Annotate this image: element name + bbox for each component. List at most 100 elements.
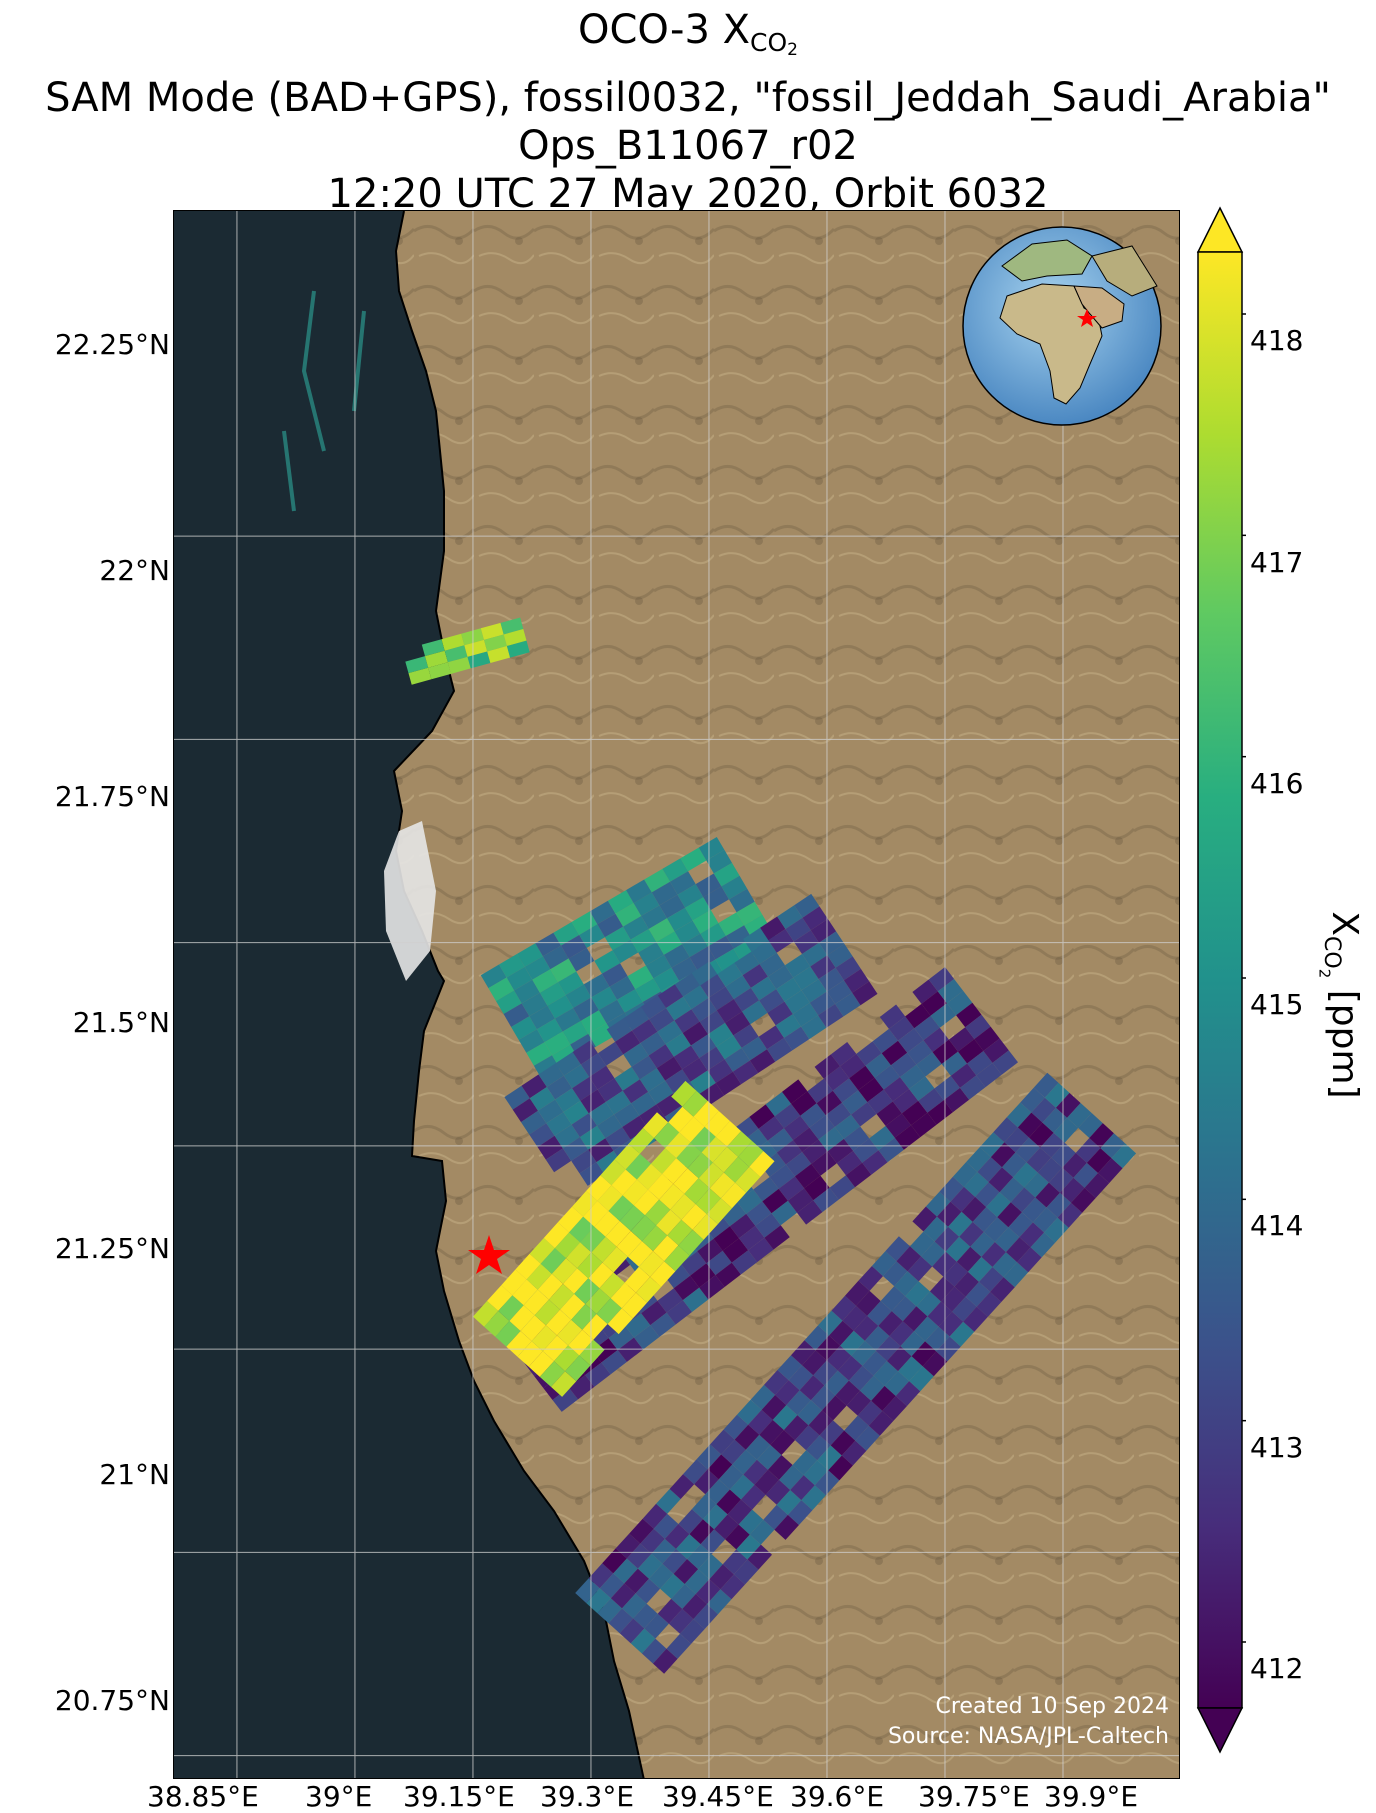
xco2-footprint-cell: [571, 1149, 597, 1174]
xco2-footprint-cell: [687, 1152, 713, 1179]
xco2-footprint-cell: [743, 1459, 768, 1485]
xco2-footprint-cell: [518, 1029, 545, 1053]
xco2-footprint-cell: [1003, 1262, 1029, 1288]
xco2-footprint-cell: [713, 1226, 739, 1251]
reefs: [282, 290, 366, 512]
xco2-footprint-cell: [1037, 1157, 1063, 1183]
xco2-footprint-cell: [616, 1231, 642, 1257]
xco2-footprint-cell: [813, 1187, 839, 1213]
xco2-footprint-cell: [680, 1619, 705, 1644]
colorbar-tick-label: 412: [1250, 1652, 1304, 1685]
xco2-footprint-cell: [1006, 1237, 1031, 1263]
xco2-footprint-cell: [767, 1037, 793, 1062]
xco2-footprint-cell: [597, 1114, 623, 1139]
xco2-footprint-cell: [1089, 1123, 1114, 1149]
xco2-footprint-cell: [653, 1235, 679, 1262]
xco2-footprint-cell: [809, 991, 836, 1016]
xco2-footprint-cell: [1026, 1147, 1052, 1173]
xco2-footprint-cell: [976, 1062, 1002, 1088]
xco2-footprint-cell: [579, 1339, 605, 1366]
xco2-footprint-cell: [640, 995, 667, 1020]
xco2-footprint-cell: [858, 1266, 883, 1291]
xco2-footprint-cell: [981, 1242, 1006, 1267]
xco2-footprint-cell: [674, 972, 701, 997]
xco2-footprint-cell: [896, 1246, 922, 1272]
xco2-footprint-cell: [945, 1236, 971, 1262]
xco2-footprint-cell: [754, 1469, 780, 1495]
xco2-footprint-cell: [873, 1361, 899, 1386]
title-line-4: 12:20 UTC 27 May 2020, Orbit 6032: [327, 171, 1049, 217]
xco2-footprint-cell: [954, 1271, 979, 1297]
xco2-footprint-cell: [517, 1341, 543, 1367]
xco2-footprint-cell: [755, 1213, 781, 1238]
xco2-footprint-cell: [1084, 1173, 1110, 1198]
xco2-footprint-cell: [1048, 1167, 1074, 1193]
xco2-footprint-cell: [682, 1058, 708, 1082]
xco2-footprint-cell: [657, 984, 684, 1008]
xco2-footprint-cell: [774, 1514, 799, 1540]
xco2-footprint-cell: [554, 1124, 580, 1149]
xco2-footprint-cell: [628, 1128, 654, 1154]
xco2-footprint-cell: [889, 1321, 914, 1347]
xco2-footprint-cell: [700, 923, 726, 947]
xco2-footprint-cell: [604, 926, 631, 951]
xco2-footprint-cell: [832, 1078, 859, 1103]
lon-tick-label: 39.9°E: [1044, 1780, 1139, 1813]
xco2-footprint-cell: [742, 964, 768, 988]
xco2-footprint-cell: [683, 1459, 708, 1485]
map-panel[interactable]: Created 10 Sep 2024 Source: NASA/JPL-Cal…: [173, 210, 1180, 1779]
xco2-footprint-cell: [706, 849, 732, 874]
xco2-footprint-cell: [656, 1489, 681, 1514]
xco2-footprint-cell: [550, 958, 577, 983]
colorbar-tick-label: 416: [1250, 767, 1304, 800]
xco2-footprint-cell: [983, 1038, 1009, 1063]
xco2-footprint-cell: [775, 1014, 801, 1038]
xco2-footprint-cell: [894, 1125, 921, 1150]
colorbar-tick-label: 418: [1250, 324, 1304, 357]
xco2-footprint-cell: [631, 1091, 657, 1116]
xco2-footprint-cell: [726, 1131, 753, 1157]
xco2-footprint-cell: [815, 1335, 841, 1361]
xco2-footprint-cell: [928, 967, 955, 992]
xco2-footprint-cell: [701, 1136, 727, 1163]
xco2-footprint-cell: [806, 1435, 831, 1461]
xco2-footprint-cell: [834, 1114, 861, 1139]
xco2-footprint-cell: [1017, 1112, 1043, 1138]
xco2-footprint-cell: [849, 1065, 875, 1091]
xco2-footprint-cell: [715, 948, 742, 973]
xco2-footprint-cell: [1020, 1087, 1045, 1113]
xco2-footprint-cell: [599, 1573, 625, 1599]
xco2-footprint-cell: [594, 950, 621, 974]
xco2-footprint-cell: [976, 1291, 1002, 1317]
xco2-footprint-cell: [529, 1123, 555, 1148]
xco2-footprint-cell: [785, 917, 811, 942]
xco2-footprint-cell: [826, 1345, 852, 1371]
xco2-footprint-cell: [651, 1538, 676, 1564]
xco2-footprint-cell: [912, 979, 938, 1004]
xco2-footprint-cell: [961, 1196, 987, 1222]
xco2-footprint-cell: [698, 1162, 724, 1189]
xco2-footprint-cell: [673, 1559, 699, 1584]
xco2-footprint-cell: [804, 1175, 830, 1201]
xco2-footprint-cell: [638, 941, 664, 966]
xco2-footprint-cell: [885, 1113, 912, 1138]
xco2-footprint-cell: [664, 1263, 691, 1289]
xco2-footprint-cell: [802, 942, 828, 967]
xco2-footprint-cell: [818, 1127, 844, 1152]
xco2-footprint-cell: [506, 640, 530, 658]
xco2-footprint-cell: [597, 1598, 622, 1624]
xco2-footprint-cell: [761, 1395, 787, 1420]
xco2-footprint-cell: [856, 1290, 881, 1316]
xco2-footprint-cell: [1029, 1122, 1054, 1148]
xco2-footprint-cell: [785, 954, 811, 978]
colorbar-tick-label: 413: [1250, 1431, 1304, 1464]
xco2-footprint-cell: [716, 1489, 741, 1515]
xco2-footprint-cell: [636, 1163, 663, 1190]
xco2-footprint-cell: [586, 1175, 612, 1201]
xco2-footprint-cell: [1006, 1102, 1032, 1128]
xco2-footprint-cell: [608, 1608, 634, 1634]
xco2-footprint-cell: [662, 1548, 688, 1574]
xco2-footprint-cell: [555, 1052, 581, 1076]
xco2-footprint-cell: [921, 1241, 946, 1267]
xco2-footprint-cell: [958, 1039, 984, 1064]
